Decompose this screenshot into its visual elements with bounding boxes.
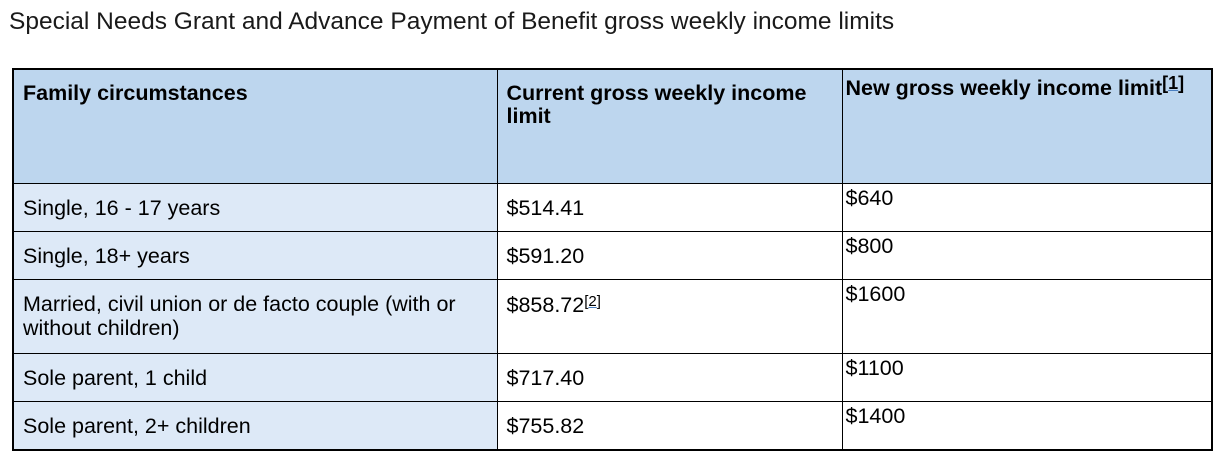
- footnote-link-2[interactable]: 2: [588, 292, 597, 310]
- header-new-limit: New gross weekly income limit[1]: [841, 68, 1213, 184]
- new-limit-cell: $1600: [841, 278, 1213, 354]
- table-row: Single, 18+ years $591.20 $800: [12, 230, 1213, 280]
- family-cell: Single, 16 - 17 years: [12, 182, 498, 232]
- current-limit-cell: $755.82: [496, 400, 843, 451]
- table-row: Single, 16 - 17 years $514.41 $640: [12, 182, 1213, 232]
- new-limit-cell: $1400: [841, 400, 1213, 451]
- table-row: Sole parent, 1 child $717.40 $1100: [12, 352, 1213, 402]
- current-limit-cell: $514.41: [496, 182, 843, 232]
- family-cell: Single, 18+ years: [12, 230, 498, 280]
- table-row: Sole parent, 2+ children $755.82 $1400: [12, 400, 1213, 451]
- income-limits-table: Family circumstances Current gross weekl…: [12, 68, 1213, 451]
- family-cell: Sole parent, 1 child: [12, 352, 498, 402]
- footnote-link-1[interactable]: 1: [1168, 73, 1179, 93]
- current-limit-cell: $717.40: [496, 352, 843, 402]
- footnote-ref-2[interactable]: [2]: [584, 292, 601, 310]
- header-current-limit: Current gross weekly income limit: [496, 68, 843, 184]
- current-limit-cell: $591.20: [496, 230, 843, 280]
- new-limit-cell: $800: [841, 230, 1213, 280]
- family-cell: Sole parent, 2+ children: [12, 400, 498, 451]
- table-header-row: Family circumstances Current gross weekl…: [12, 68, 1213, 184]
- current-limit-value: $858.72: [506, 292, 585, 317]
- new-limit-cell: $1100: [841, 352, 1213, 402]
- header-new-limit-text: New gross weekly income limit: [845, 76, 1163, 101]
- table-row: Married, civil union or de facto couple …: [12, 278, 1213, 354]
- new-limit-cell: $640: [841, 182, 1213, 232]
- page-title: Special Needs Grant and Advance Payment …: [9, 8, 895, 35]
- current-limit-cell: $858.72[2]: [496, 278, 843, 354]
- header-family-circumstances: Family circumstances: [12, 68, 498, 184]
- footnote-ref-1[interactable]: [1]: [1162, 73, 1185, 93]
- family-cell: Married, civil union or de facto couple …: [12, 278, 498, 354]
